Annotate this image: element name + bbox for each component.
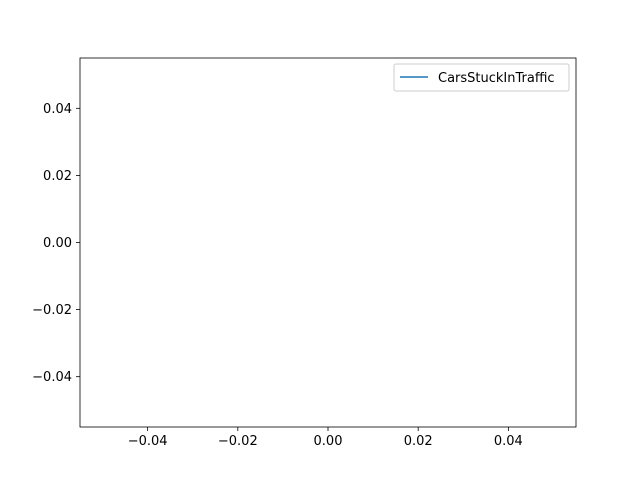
y-tick-label: 0.04 [43,102,72,117]
x-tick-label: −0.04 [128,434,168,449]
plot-frame [79,57,577,428]
x-axis: −0.04 −0.02 0.00 0.02 0.04 [128,427,523,449]
legend-label: CarsStuckInTraffic [438,71,555,86]
x-tick-label: 0.02 [404,434,433,449]
legend-box [393,63,570,92]
x-tick-label: 0.00 [314,434,343,449]
legend: CarsStuckInTraffic [393,63,570,92]
y-tick-label: 0.00 [43,236,72,251]
y-tick-label: −0.02 [32,303,72,318]
plot-area [80,58,576,427]
x-tick-label: −0.02 [218,434,258,449]
y-tick-label: 0.02 [43,169,72,184]
y-axis: −0.04 −0.02 0.00 0.02 0.04 [32,102,80,385]
y-tick-label: −0.04 [32,370,72,385]
x-tick-label: 0.04 [494,434,523,449]
